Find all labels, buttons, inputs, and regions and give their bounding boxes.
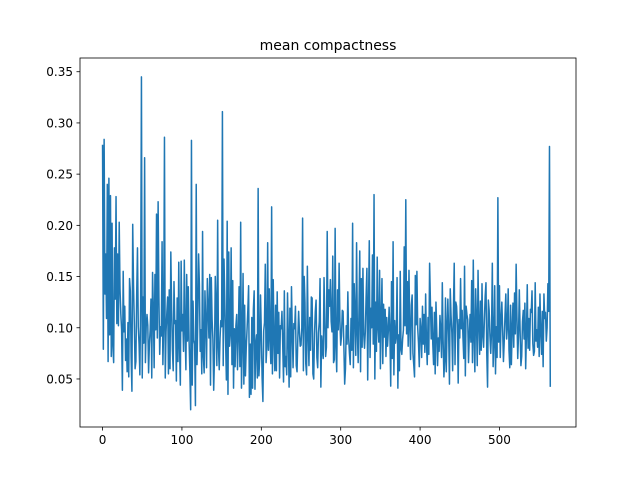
- x-tick-label: 200: [250, 433, 273, 447]
- y-tick-label: 0.15: [46, 270, 73, 284]
- y-tick-label: 0.10: [46, 321, 73, 335]
- y-tick-label: 0.20: [46, 219, 73, 233]
- y-tick-label: 0.05: [46, 372, 73, 386]
- y-tick-label: 0.30: [46, 116, 73, 130]
- plot-area: [101, 76, 552, 411]
- x-tick-label: 100: [170, 433, 193, 447]
- series-line: [101, 76, 552, 411]
- chart-title: mean compactness: [260, 38, 397, 54]
- axes-frame: [79, 57, 577, 428]
- x-tick-label: 400: [409, 433, 432, 447]
- axes: 0 100 200 300 400 500 0.05 0.10 0.15 0.20 0.25 0.30…: [46, 65, 511, 447]
- y-tick-label: 0.25: [46, 168, 73, 182]
- x-tick-label: 300: [329, 433, 352, 447]
- x-tick-label: 500: [488, 433, 511, 447]
- x-tick-label: 0: [99, 433, 107, 447]
- y-tick-label: 0.35: [46, 65, 73, 79]
